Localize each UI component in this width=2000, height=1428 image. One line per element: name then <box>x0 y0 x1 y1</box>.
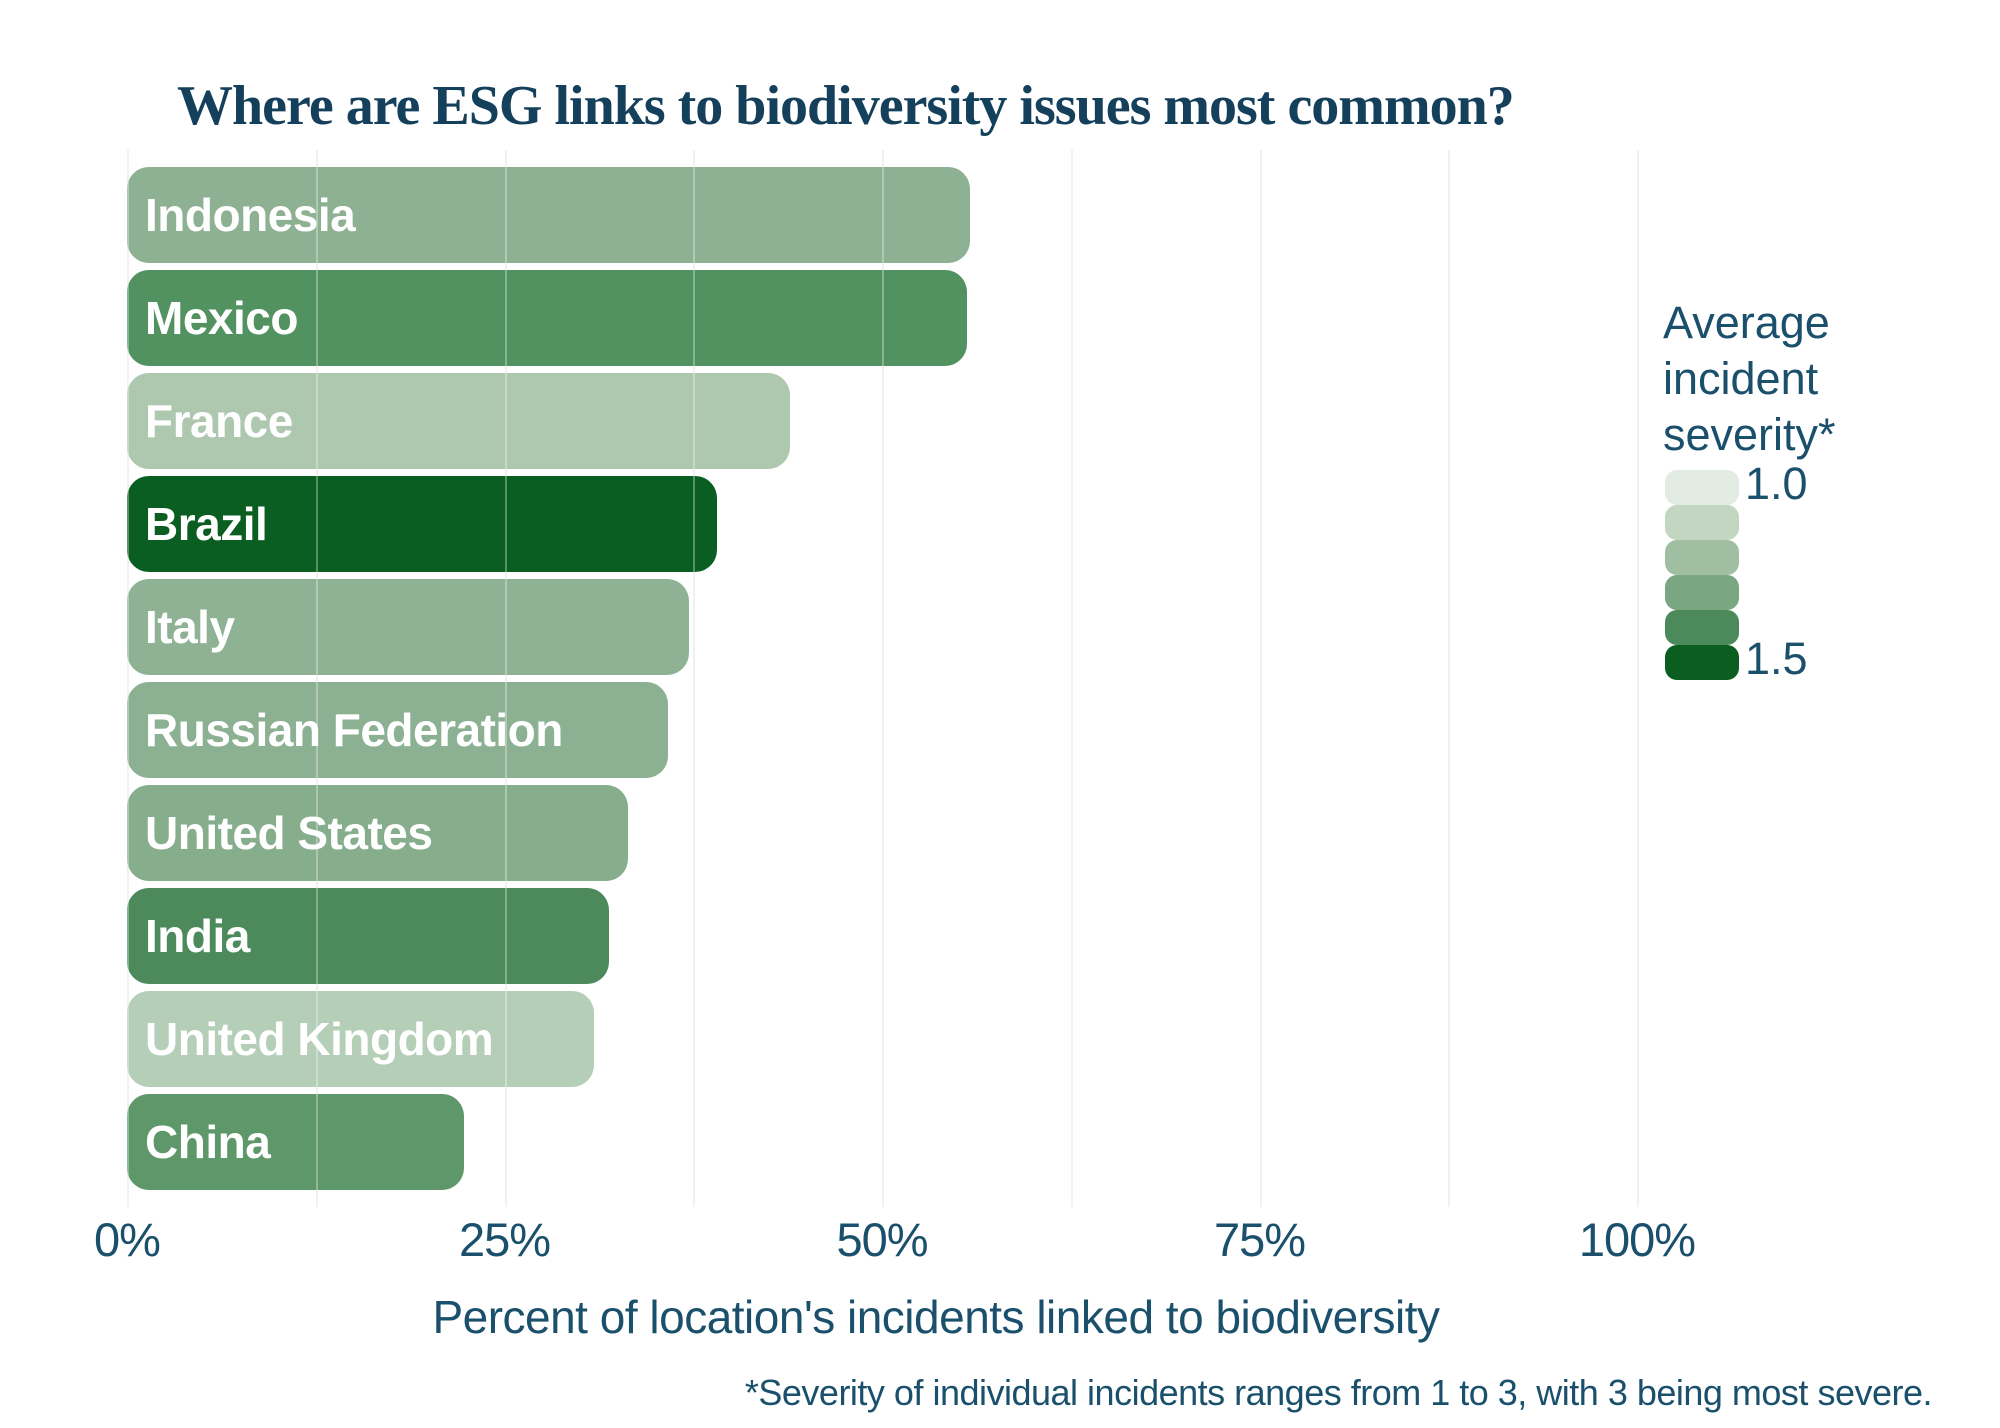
bar-united-states: United States <box>127 785 629 881</box>
x-tick-label-50: 50% <box>836 1213 928 1266</box>
bar-brazil: Brazil <box>127 476 718 572</box>
gridline <box>882 150 884 1207</box>
gridline-overlay <box>316 150 318 1207</box>
gridline-overlay <box>1448 150 1450 1207</box>
legend-swatch-group <box>1665 470 1739 680</box>
bar-label: Indonesia <box>145 189 356 241</box>
bar-label: Brazil <box>145 498 268 550</box>
bar-russian-federation: Russian Federation <box>127 682 668 778</box>
legend-label-max: 1.5 <box>1745 633 1808 684</box>
bar-france: France <box>127 373 790 469</box>
bar-mexico: Mexico <box>127 270 967 366</box>
gridline-overlay <box>1637 150 1639 1207</box>
gridline <box>693 150 695 1207</box>
bar-label: India <box>145 910 250 962</box>
bar-label: United States <box>145 807 433 859</box>
gridline <box>1637 150 1639 1207</box>
chart-title: Where are ESG links to biodiversity issu… <box>177 74 1515 137</box>
bar-united-kingdom: United Kingdom <box>127 991 594 1087</box>
gridline <box>505 150 507 1207</box>
legend-swatch-1 <box>1665 470 1739 505</box>
x-tick-label-0: 0% <box>94 1213 161 1266</box>
x-tick-label-75: 75% <box>1213 1213 1306 1266</box>
legend-title: Average incident severity* <box>1663 295 1993 463</box>
gridline-overlay <box>882 150 884 1207</box>
legend-swatch-3 <box>1665 540 1739 575</box>
legend-swatch-4 <box>1665 575 1739 610</box>
gridline-overlay <box>505 150 507 1207</box>
gridline <box>127 150 129 1207</box>
gridline <box>1448 150 1450 1207</box>
legend-title-line: severity* <box>1663 409 1836 460</box>
legend-label-min: 1.0 <box>1745 458 1808 509</box>
bar-indonesia: Indonesia <box>127 167 970 263</box>
bar-label: United Kingdom <box>145 1013 494 1065</box>
gridline <box>1071 150 1073 1207</box>
legend-title-line: Average <box>1663 297 1830 348</box>
bar-label: France <box>145 395 293 447</box>
bar-italy: Italy <box>127 579 689 675</box>
x-tick-label-25: 25% <box>458 1213 551 1266</box>
bar-label: Italy <box>145 601 235 653</box>
bar-china: China <box>127 1094 464 1190</box>
bar-label: Russian Federation <box>145 704 563 756</box>
legend-swatch-5 <box>1665 610 1739 645</box>
legend-title-line: incident <box>1663 353 1819 404</box>
gridline-overlay <box>1071 150 1073 1207</box>
legend-swatch-2 <box>1665 505 1739 540</box>
legend-swatch-6 <box>1665 645 1739 680</box>
bar-label: Mexico <box>145 292 298 344</box>
x-tick-label-100: 100% <box>1578 1213 1696 1266</box>
gridline-overlay <box>127 150 129 1207</box>
legend: Average incident severity* 1.0 1.5 <box>1663 295 1993 684</box>
bar-label: China <box>145 1116 271 1168</box>
footnote: *Severity of individual incidents ranges… <box>744 1372 1933 1413</box>
x-axis-title: Percent of location's incidents linked t… <box>432 1291 1440 1343</box>
bar-india: India <box>127 888 609 984</box>
gridline-overlay <box>693 150 695 1207</box>
gridline <box>316 150 318 1207</box>
gridline <box>1260 150 1262 1207</box>
gridline-overlay <box>1260 150 1262 1207</box>
